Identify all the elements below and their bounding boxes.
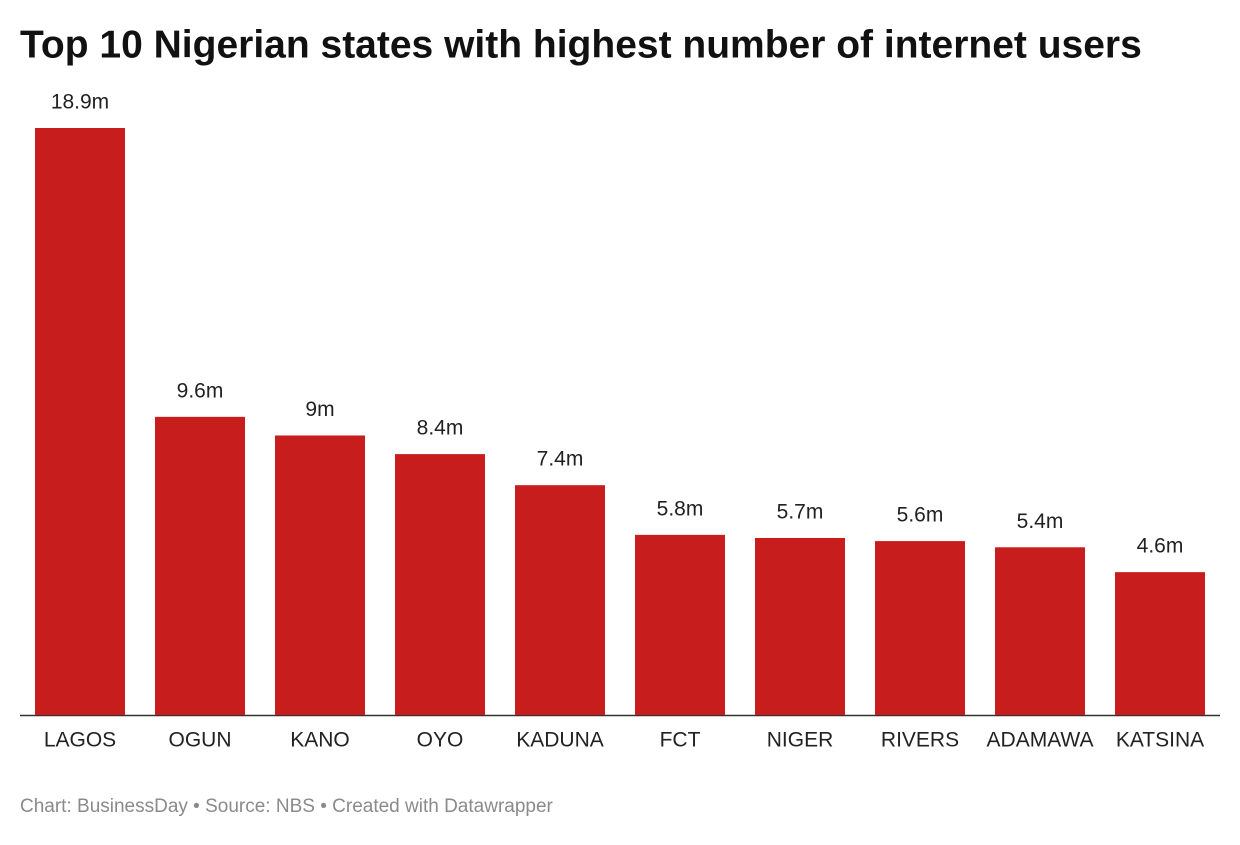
x-tick-label: LAGOS xyxy=(44,729,116,752)
x-tick-label: KANO xyxy=(290,729,350,752)
x-tick-label: OGUN xyxy=(169,729,232,752)
value-label: 9.6m xyxy=(177,379,224,402)
bar xyxy=(995,547,1085,715)
bar xyxy=(755,537,845,715)
bar xyxy=(1115,572,1205,715)
x-tick-label: KATSINA xyxy=(1116,729,1204,752)
bar xyxy=(155,416,245,715)
chart-title: Top 10 Nigerian states with highest numb… xyxy=(20,23,1142,66)
bar xyxy=(875,541,965,715)
x-tick-label: KADUNA xyxy=(516,729,604,752)
value-label: 8.4m xyxy=(417,417,464,440)
bar xyxy=(35,128,125,715)
value-label: 9m xyxy=(305,398,334,421)
x-tick-label: RIVERS xyxy=(881,729,959,752)
value-label: 18.9m xyxy=(51,91,109,114)
bar xyxy=(395,454,485,715)
x-tick-label: OYO xyxy=(417,729,464,752)
bar xyxy=(275,435,365,715)
value-label: 5.4m xyxy=(1017,510,1064,533)
footer: Chart: BusinessDay • Source: NBS • Creat… xyxy=(20,796,554,817)
value-label: 4.6m xyxy=(1137,535,1184,558)
value-label: 5.8m xyxy=(657,497,704,520)
value-label: 5.6m xyxy=(897,504,944,527)
value-label: 7.4m xyxy=(537,448,584,471)
bar xyxy=(635,534,725,715)
x-tick-label: NIGER xyxy=(767,729,834,752)
x-tick-label: FCT xyxy=(660,729,701,752)
x-tick-label: ADAMAWA xyxy=(987,729,1094,752)
bar xyxy=(515,485,605,715)
value-label: 5.7m xyxy=(777,501,824,524)
